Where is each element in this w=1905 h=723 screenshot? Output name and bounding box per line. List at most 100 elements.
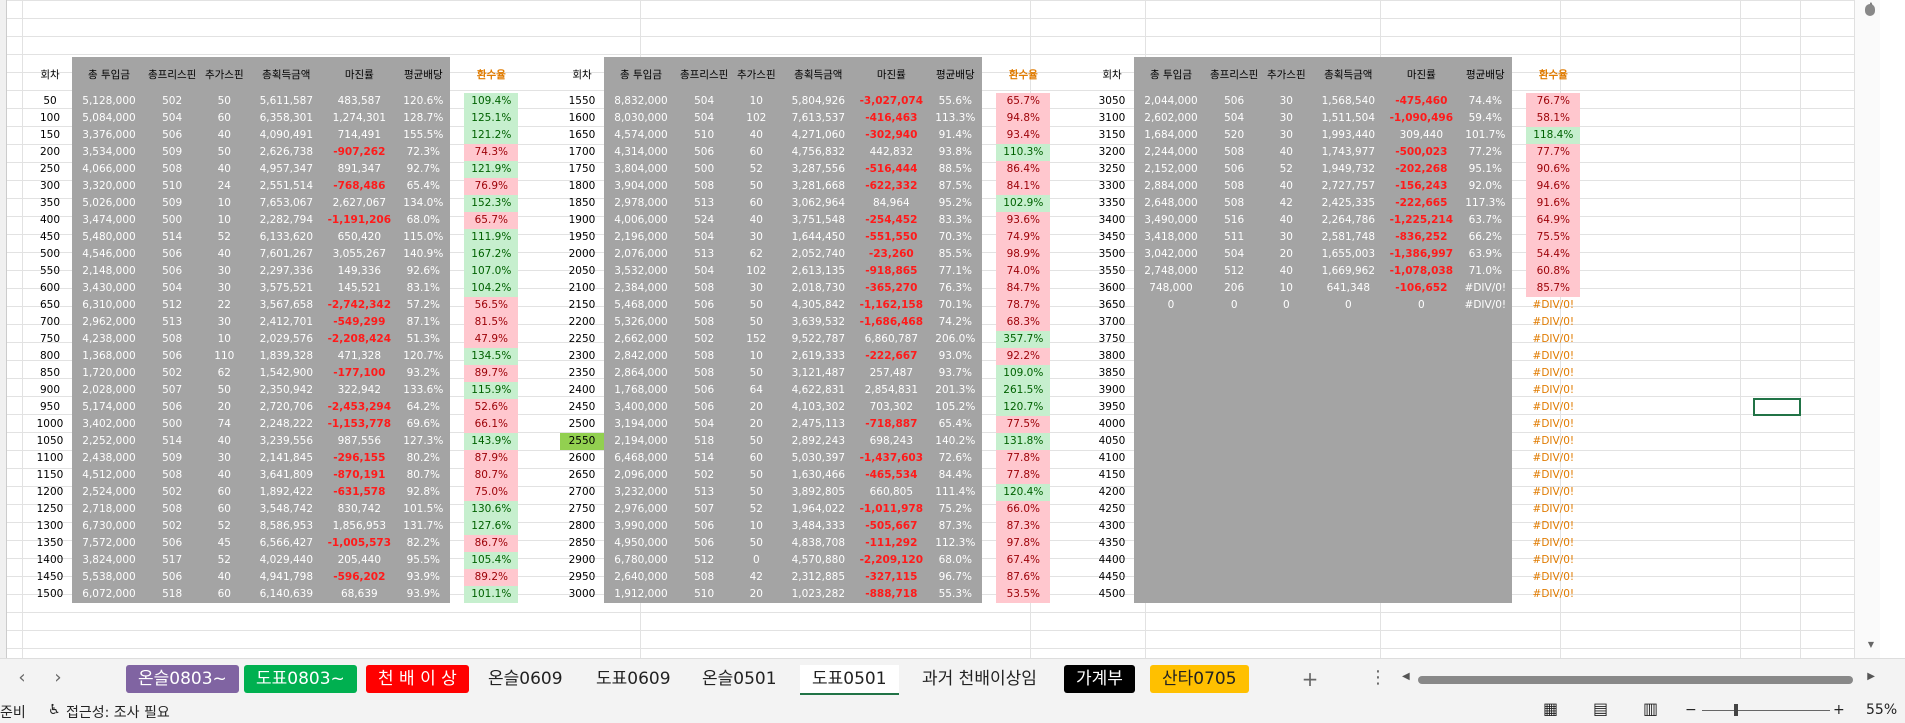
value-cell[interactable]: 4,838,708: [782, 535, 855, 552]
round-cell[interactable]: 1300: [36, 520, 64, 532]
value-cell[interactable]: [1458, 535, 1513, 552]
value-cell[interactable]: [1208, 552, 1261, 569]
value-cell[interactable]: 50: [198, 144, 251, 161]
value-cell[interactable]: 5,611,587: [250, 93, 323, 110]
value-cell[interactable]: 3,751,548: [782, 212, 855, 229]
value-cell[interactable]: [1458, 484, 1513, 501]
rate-cell[interactable]: 97.8%: [996, 535, 1051, 552]
value-cell[interactable]: 64.2%: [396, 399, 451, 416]
round-cell[interactable]: 500: [39, 248, 61, 260]
value-cell[interactable]: -1,386,997: [1384, 246, 1459, 263]
value-cell[interactable]: 131.7%: [396, 518, 451, 535]
rate-cell[interactable]: 127.6%: [464, 518, 519, 535]
round-cell[interactable]: 2050: [568, 265, 596, 277]
value-cell[interactable]: [1312, 501, 1385, 518]
value-cell[interactable]: [1134, 450, 1208, 467]
spacer-cell[interactable]: [1512, 365, 1526, 382]
spacer-cell[interactable]: [1512, 552, 1526, 569]
value-cell[interactable]: 322,942: [322, 382, 397, 399]
spacer-cell[interactable]: [450, 433, 464, 450]
value-cell[interactable]: -2,209,120: [854, 552, 929, 569]
value-cell[interactable]: [1312, 399, 1385, 416]
round-cell[interactable]: 3000: [568, 588, 596, 600]
round-cell[interactable]: 2900: [568, 554, 596, 566]
round-cell[interactable]: 900: [39, 384, 61, 396]
value-cell[interactable]: -622,332: [854, 178, 929, 195]
value-cell[interactable]: 93.9%: [396, 586, 451, 603]
normal-view-icon[interactable]: ▦: [1543, 699, 1559, 718]
round-cell[interactable]: 1450: [36, 571, 64, 583]
spacer-cell[interactable]: [1512, 229, 1526, 246]
round-cell[interactable]: 3750: [1098, 333, 1126, 345]
value-cell[interactable]: 504: [678, 229, 731, 246]
zoom-level[interactable]: 55%: [1866, 702, 1898, 718]
value-cell[interactable]: [1384, 467, 1459, 484]
value-cell[interactable]: 513: [146, 314, 199, 331]
value-cell[interactable]: 2,602,000: [1134, 110, 1208, 127]
value-cell[interactable]: 506: [678, 144, 731, 161]
value-cell[interactable]: [1458, 416, 1513, 433]
round-cell[interactable]: 1400: [36, 554, 64, 566]
value-cell[interactable]: 59.4%: [1458, 110, 1513, 127]
value-cell[interactable]: [1208, 433, 1261, 450]
spacer-cell[interactable]: [450, 314, 464, 331]
spacer-cell[interactable]: [1512, 399, 1526, 416]
value-cell[interactable]: 24: [198, 178, 251, 195]
value-cell[interactable]: 2,018,730: [782, 280, 855, 297]
value-cell[interactable]: 4,066,000: [72, 161, 146, 178]
round-cell[interactable]: 2400: [568, 384, 596, 396]
value-cell[interactable]: 4,950,000: [604, 535, 678, 552]
value-cell[interactable]: 506: [1208, 161, 1261, 178]
value-cell[interactable]: 51.3%: [396, 331, 451, 348]
value-cell[interactable]: [1208, 331, 1261, 348]
spacer-cell[interactable]: [1512, 297, 1526, 314]
value-cell[interactable]: 2,052,740: [782, 246, 855, 263]
value-cell[interactable]: [1312, 433, 1385, 450]
value-cell[interactable]: 60: [198, 586, 251, 603]
rate-cell[interactable]: 111.9%: [464, 229, 519, 246]
column-header[interactable]: 평균배당: [1458, 57, 1513, 93]
spacer-cell[interactable]: [982, 178, 996, 195]
value-cell[interactable]: 506: [146, 127, 199, 144]
round-cell[interactable]: 3250: [1098, 163, 1126, 175]
column-header[interactable]: 평균배당: [928, 57, 983, 93]
value-cell[interactable]: 128.7%: [396, 110, 451, 127]
value-cell[interactable]: [1312, 518, 1385, 535]
value-cell[interactable]: 508: [678, 569, 731, 586]
value-cell[interactable]: 4,271,060: [782, 127, 855, 144]
value-cell[interactable]: 30: [1260, 110, 1313, 127]
value-cell[interactable]: 87.3%: [928, 518, 983, 535]
value-cell[interactable]: [1384, 484, 1459, 501]
value-cell[interactable]: [1208, 569, 1261, 586]
value-cell[interactable]: [1312, 416, 1385, 433]
round-cell[interactable]: 1900: [568, 214, 596, 226]
round-cell[interactable]: 3350: [1098, 197, 1126, 209]
value-cell[interactable]: 70.3%: [928, 229, 983, 246]
value-cell[interactable]: 2,842,000: [604, 348, 678, 365]
sheet-tab[interactable]: 도표0609: [596, 669, 671, 689]
value-cell[interactable]: [1134, 331, 1208, 348]
value-cell[interactable]: 1,993,440: [1312, 127, 1385, 144]
value-cell[interactable]: 1,368,000: [72, 348, 146, 365]
rate-cell[interactable]: 115.9%: [464, 382, 519, 399]
value-cell[interactable]: 4,570,880: [782, 552, 855, 569]
round-cell[interactable]: 2650: [568, 469, 596, 481]
rate-cell[interactable]: 47.9%: [464, 331, 519, 348]
value-cell[interactable]: 2,720,706: [250, 399, 323, 416]
round-cell[interactable]: 100: [39, 112, 61, 124]
rate-cell[interactable]: 65.7%: [996, 93, 1051, 110]
rate-header[interactable]: 환수율: [1538, 68, 1568, 81]
value-cell[interactable]: -907,262: [322, 144, 397, 161]
value-cell[interactable]: 83.3%: [928, 212, 983, 229]
value-cell[interactable]: 1,743,977: [1312, 144, 1385, 161]
value-cell[interactable]: 140.9%: [396, 246, 451, 263]
value-cell[interactable]: 77.2%: [1458, 144, 1513, 161]
value-cell[interactable]: 93.2%: [396, 365, 451, 382]
rate-cell[interactable]: 53.5%: [996, 586, 1051, 603]
value-cell[interactable]: 3,062,964: [782, 195, 855, 212]
rate-cell[interactable]: 261.5%: [996, 382, 1051, 399]
rate-cell[interactable]: 87.3%: [996, 518, 1051, 535]
value-cell[interactable]: [1260, 314, 1313, 331]
value-cell[interactable]: [1384, 518, 1459, 535]
spacer-cell[interactable]: [982, 535, 996, 552]
